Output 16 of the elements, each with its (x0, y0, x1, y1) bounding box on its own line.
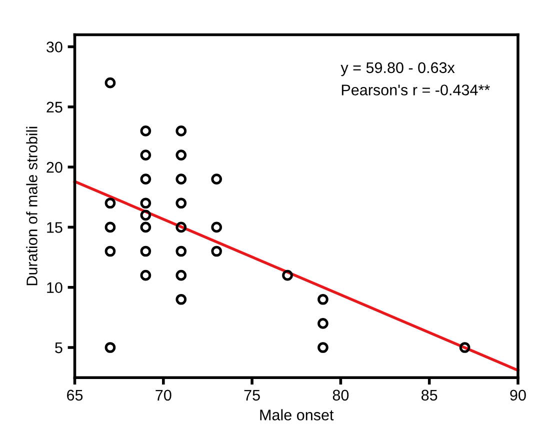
x-tick-label: 85 (422, 390, 438, 401)
x-tick-label: 90 (510, 390, 526, 401)
y-axis-title: Duration of male strobili (26, 126, 38, 286)
x-axis-title: Male onset (260, 409, 334, 420)
y-tick-label: 5 (55, 342, 62, 354)
x-tick-label: 75 (244, 390, 260, 401)
y-tick-label: 25 (46, 102, 62, 113)
annotation: Pearson's r = -0.434** (342, 84, 490, 96)
y-tick-label: 10 (47, 282, 62, 294)
y-tick-label: 15 (47, 222, 62, 233)
y-tick-label: 30 (46, 42, 62, 52)
x-tick-label: 80 (332, 390, 349, 401)
x-tick-label: 70 (156, 390, 172, 401)
x-tick-label: 65 (67, 390, 83, 401)
y-tick-label: 20 (46, 162, 62, 173)
annotation: y = 59.80 - 0.63x (340, 62, 455, 76)
